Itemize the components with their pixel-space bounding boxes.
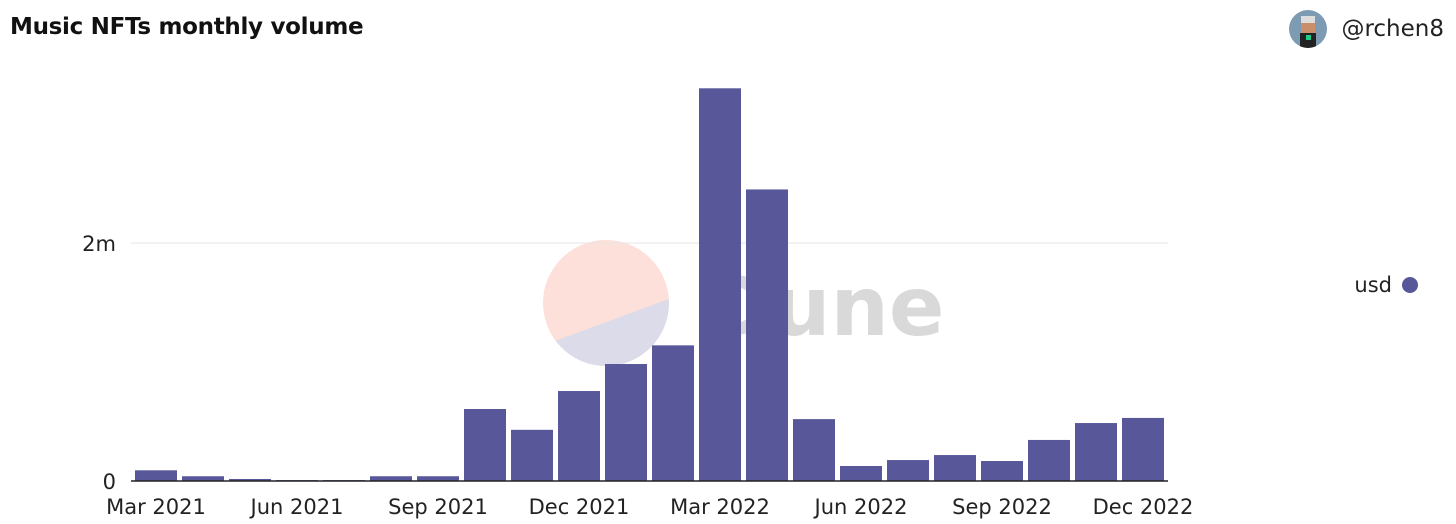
dune-watermark: Dune [543,240,944,366]
bar-nov-2022[interactable] [1075,423,1117,481]
author[interactable]: @rchen8 [1289,10,1444,48]
x-tick-label: Mar 2021 [106,495,206,519]
bar-sep-2021[interactable] [417,476,459,481]
bar-sep-2022[interactable] [981,461,1023,481]
bar-nov-2021[interactable] [511,429,553,481]
bar-apr-2022[interactable] [746,189,788,481]
bar-dec-2021[interactable] [558,391,600,481]
x-tick-label: Jun 2022 [813,495,908,519]
bar-mar-2022[interactable] [699,88,741,482]
bar-may-2021[interactable] [229,478,271,481]
bar-jun-2022[interactable] [840,466,882,481]
x-tick-label: Dec 2022 [1093,495,1194,519]
watermark-text: Dune [704,260,944,355]
chart-title: Music NFTs monthly volume [10,14,364,40]
bar-jul-2022[interactable] [887,460,929,481]
bar-oct-2021[interactable] [464,409,506,481]
bar-oct-2022[interactable] [1028,439,1070,481]
y-tick-label: 0 [103,470,116,494]
x-tick-label: Dec 2021 [529,495,630,519]
bar-aug-2022[interactable] [934,455,976,481]
avatar [1289,10,1328,48]
bar-jan-2022[interactable] [605,364,647,481]
x-tick-label: Sep 2022 [952,495,1052,519]
username[interactable]: @rchen8 [1341,16,1444,42]
x-tick-label: Mar 2022 [670,495,770,519]
bar-apr-2021[interactable] [182,476,224,481]
y-tick-label: 2m [82,232,116,256]
legend[interactable]: usd [1354,273,1418,297]
bar-feb-2022[interactable] [652,345,694,481]
x-tick-label: Jun 2021 [249,495,344,519]
bar-aug-2021[interactable] [370,476,412,481]
x-tick-label: Sep 2021 [388,495,488,519]
bar-may-2022[interactable] [793,419,835,481]
legend-marker [1402,277,1418,293]
bar-dec-2022[interactable] [1122,417,1164,481]
legend-label: usd [1354,273,1392,297]
bar-mar-2021[interactable] [135,470,177,481]
